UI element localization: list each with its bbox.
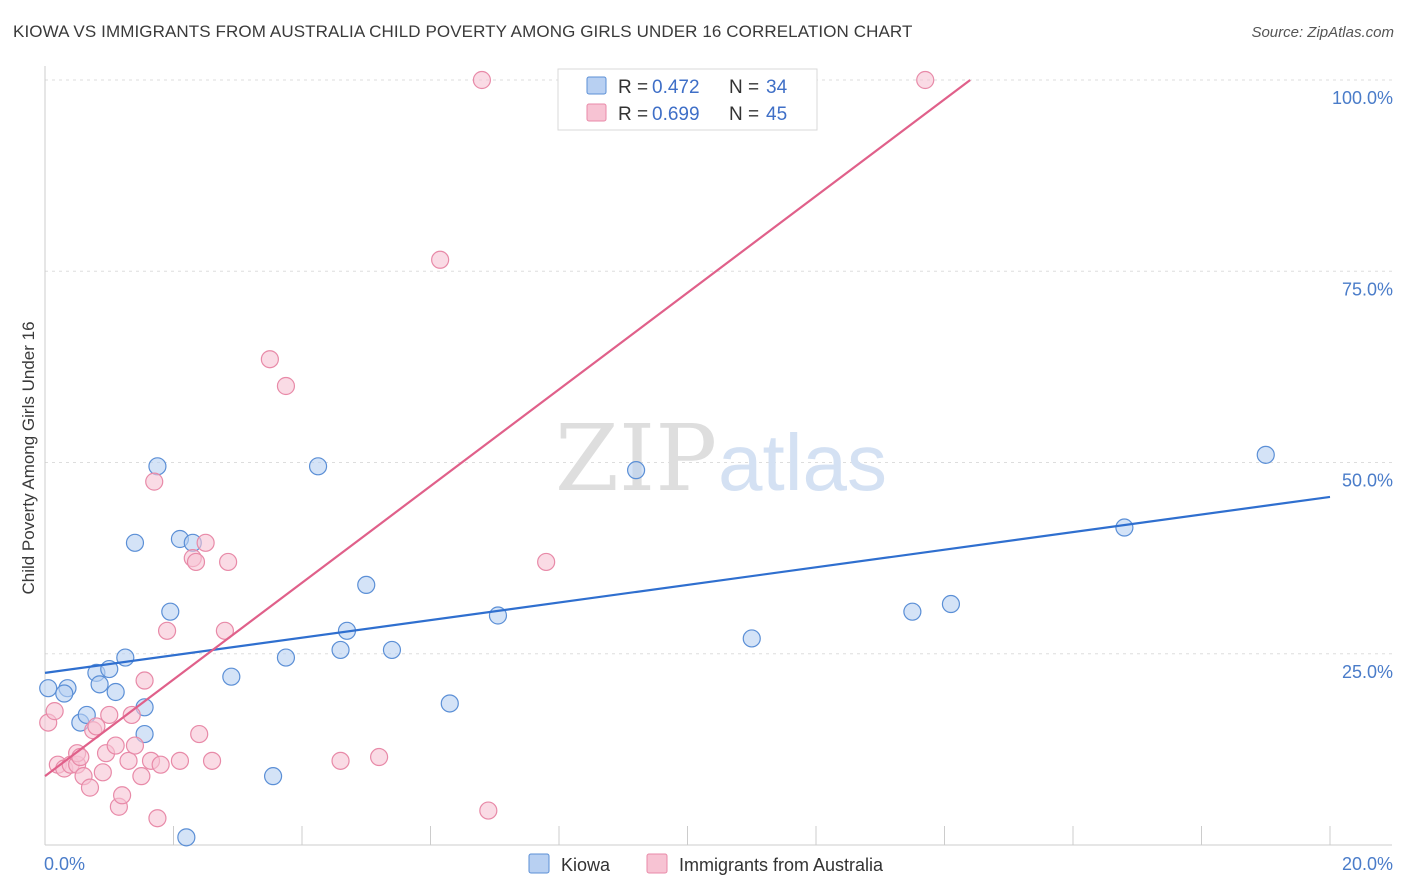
australia-point-32 (196, 533, 215, 552)
australia-point-21 (132, 767, 151, 786)
series-legend-australia: Immigrants from Australia (679, 855, 884, 875)
australia-point-33 (202, 751, 222, 770)
series-legend-swatch-australia (646, 853, 668, 874)
legend-r-value-2: 0.699 (652, 104, 700, 125)
kiowa-point-17 (177, 828, 196, 847)
australia-point-17 (112, 786, 132, 805)
australia-point-19 (122, 705, 141, 725)
legend-n-value-1: 34 (766, 77, 788, 98)
y-tick-label-0: 25.0% (1342, 662, 1393, 682)
legend-r-value-1: 0.472 (652, 77, 700, 98)
australia-point-40 (431, 250, 450, 269)
australia-point-26 (151, 755, 170, 774)
australia-point-11 (87, 717, 106, 736)
legend-box: R = 0.472 N = 34 R = 0.699 N = 45 (557, 68, 818, 131)
kiowa-point-2 (55, 684, 74, 703)
gridlines (45, 79, 1392, 655)
watermark: ZIP atlas (555, 405, 887, 512)
y-tick-label-2: 75.0% (1342, 279, 1393, 299)
australia-point-27 (157, 621, 177, 640)
australia-point-12 (93, 763, 112, 782)
australia-point-36 (260, 350, 279, 369)
legend-swatch-australia (586, 103, 607, 122)
legend-r-label-1: R = (618, 77, 648, 98)
kiowa-point-25 (382, 640, 402, 660)
series-legend: Kiowa Immigrants from Australia (528, 853, 884, 875)
kiowa-point-30 (903, 602, 922, 621)
australia-trend-line (44, 79, 971, 778)
trend-lines (44, 79, 1331, 778)
watermark-zip: ZIP (555, 405, 717, 512)
series-legend-swatch-kiowa (528, 853, 550, 874)
australia-point-35 (219, 552, 238, 572)
australia-point-24 (145, 472, 164, 491)
legend-swatch-kiowa (586, 76, 607, 95)
australia-point-37 (276, 376, 296, 396)
kiowa-point-8 (106, 682, 125, 702)
legend-n-label-2: N = (729, 104, 759, 125)
australia-point-1 (45, 702, 64, 721)
australia-point-41 (472, 70, 491, 90)
australia-points (39, 70, 935, 828)
australia-point-15 (106, 736, 125, 755)
australia-point-34 (215, 621, 234, 640)
australia-point-14 (100, 705, 119, 725)
source-label: Source: ZipAtlas.com (1251, 24, 1394, 41)
kiowa-point-0 (39, 679, 58, 698)
kiowa-point-26 (440, 694, 459, 713)
kiowa-point-22 (331, 640, 350, 660)
kiowa-point-6 (90, 675, 109, 694)
kiowa-point-21 (308, 457, 328, 476)
watermark-atlas: atlas (718, 418, 887, 507)
y-tick-labels: 25.0% 50.0% 75.0% 100.0% (1332, 88, 1393, 682)
kiowa-point-29 (742, 629, 761, 648)
australia-point-31 (190, 724, 209, 744)
australia-point-39 (370, 747, 389, 767)
kiowa-point-13 (148, 457, 167, 476)
legend-r-label-2: R = (618, 104, 648, 125)
kiowa-points (39, 445, 1275, 847)
kiowa-trend-line (44, 495, 1331, 674)
kiowa-point-10 (125, 533, 145, 552)
australia-point-38 (331, 751, 350, 770)
kiowa-point-32 (1115, 518, 1134, 537)
kiowa-point-14 (161, 602, 180, 621)
kiowa-point-33 (1256, 445, 1275, 464)
kiowa-point-28 (626, 461, 646, 480)
y-axis-title: Child Poverty Among Girls Under 16 (19, 321, 38, 594)
legend-n-value-2: 45 (766, 104, 787, 125)
australia-point-18 (119, 751, 138, 770)
australia-point-28 (170, 751, 190, 770)
australia-point-7 (71, 747, 90, 767)
australia-point-44 (916, 70, 935, 90)
australia-point-22 (135, 671, 154, 690)
kiowa-point-20 (276, 648, 296, 667)
australia-point-30 (186, 552, 206, 572)
x-tick-label-max: 20.0% (1342, 854, 1393, 874)
series-legend-kiowa: Kiowa (561, 855, 611, 875)
australia-point-43 (537, 552, 556, 572)
legend-n-label-1: N = (729, 77, 759, 98)
kiowa-point-18 (222, 667, 241, 686)
x-tick-label-min: 0.0% (44, 854, 85, 874)
y-tick-label-3: 100.0% (1332, 88, 1393, 108)
kiowa-point-19 (263, 767, 283, 786)
australia-point-25 (148, 809, 167, 828)
y-tick-label-1: 50.0% (1342, 471, 1393, 491)
x-ticks (44, 826, 1331, 845)
kiowa-point-24 (357, 575, 376, 595)
australia-point-42 (479, 801, 498, 820)
chart-title: KIOWA VS IMMIGRANTS FROM AUSTRALIA CHILD… (13, 22, 913, 41)
kiowa-point-31 (941, 594, 961, 614)
australia-point-20 (125, 736, 145, 755)
australia-point-9 (80, 778, 100, 797)
